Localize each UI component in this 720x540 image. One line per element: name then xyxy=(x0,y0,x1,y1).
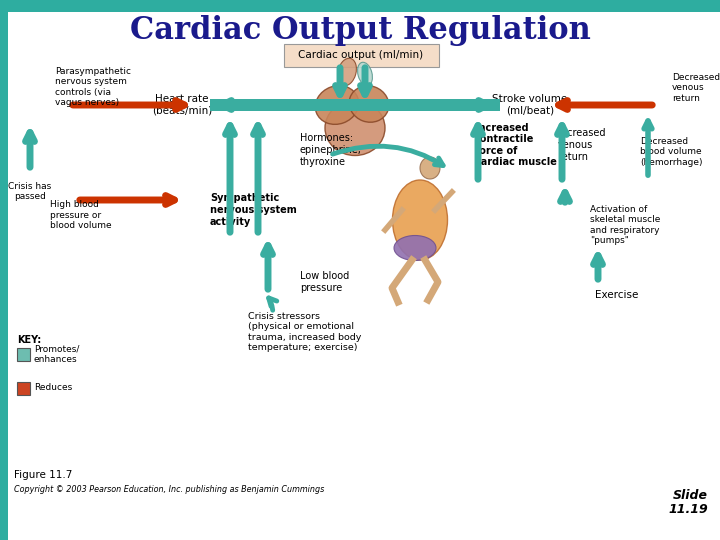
Text: Copyright © 2003 Pearson Education, Inc. publishing as Benjamin Cummings: Copyright © 2003 Pearson Education, Inc.… xyxy=(14,485,324,494)
Text: Hormones:
epinephrine,
thyroxine: Hormones: epinephrine, thyroxine xyxy=(300,133,362,167)
Text: Parasympathetic
nervous system
controls (via
vagus nerves): Parasympathetic nervous system controls … xyxy=(55,67,131,107)
Text: Figure 11.7: Figure 11.7 xyxy=(14,470,73,480)
Bar xyxy=(0,12,8,540)
Ellipse shape xyxy=(315,86,359,124)
Text: Low blood
pressure: Low blood pressure xyxy=(300,271,349,293)
Text: Cardiac output (ml/min): Cardiac output (ml/min) xyxy=(298,50,423,60)
Text: Stroke volume
(ml/beat): Stroke volume (ml/beat) xyxy=(492,94,567,116)
Text: Exercise: Exercise xyxy=(595,290,639,300)
Text: Crisis has
passed: Crisis has passed xyxy=(9,182,52,201)
Bar xyxy=(210,99,500,111)
Text: Decreased
venous
return: Decreased venous return xyxy=(672,73,720,103)
FancyBboxPatch shape xyxy=(17,348,30,361)
Ellipse shape xyxy=(394,235,436,260)
Text: Crisis stressors
(physical or emotional
trauma, increased body
temperature; exer: Crisis stressors (physical or emotional … xyxy=(248,312,361,352)
Ellipse shape xyxy=(349,86,389,122)
Text: Reduces: Reduces xyxy=(34,383,72,393)
Ellipse shape xyxy=(420,157,440,179)
Bar xyxy=(0,0,720,12)
Text: Promotes/
enhances: Promotes/ enhances xyxy=(34,345,79,364)
Ellipse shape xyxy=(358,62,372,86)
Ellipse shape xyxy=(338,58,356,86)
Text: High blood
pressure or
blood volume: High blood pressure or blood volume xyxy=(50,200,112,230)
Text: Activation of
skeletal muscle
and respiratory
"pumps": Activation of skeletal muscle and respir… xyxy=(590,205,660,245)
Ellipse shape xyxy=(325,100,385,156)
Text: Increased
contractile
force of
cardiac muscle: Increased contractile force of cardiac m… xyxy=(475,123,557,167)
FancyBboxPatch shape xyxy=(17,382,30,395)
Ellipse shape xyxy=(392,180,448,260)
Text: Increased
venous
return: Increased venous return xyxy=(558,129,606,161)
Text: Slide: Slide xyxy=(673,489,708,502)
Text: Decreased
blood volume
(hemorrhage): Decreased blood volume (hemorrhage) xyxy=(640,137,703,167)
Text: Sympathetic
nervous system
activity: Sympathetic nervous system activity xyxy=(210,193,297,227)
FancyBboxPatch shape xyxy=(284,44,438,66)
Text: 11.19: 11.19 xyxy=(668,503,708,516)
Text: KEY:: KEY: xyxy=(17,335,41,345)
Text: Heart rate
(beats/min): Heart rate (beats/min) xyxy=(152,94,212,116)
Text: Cardiac Output Regulation: Cardiac Output Regulation xyxy=(130,15,590,45)
